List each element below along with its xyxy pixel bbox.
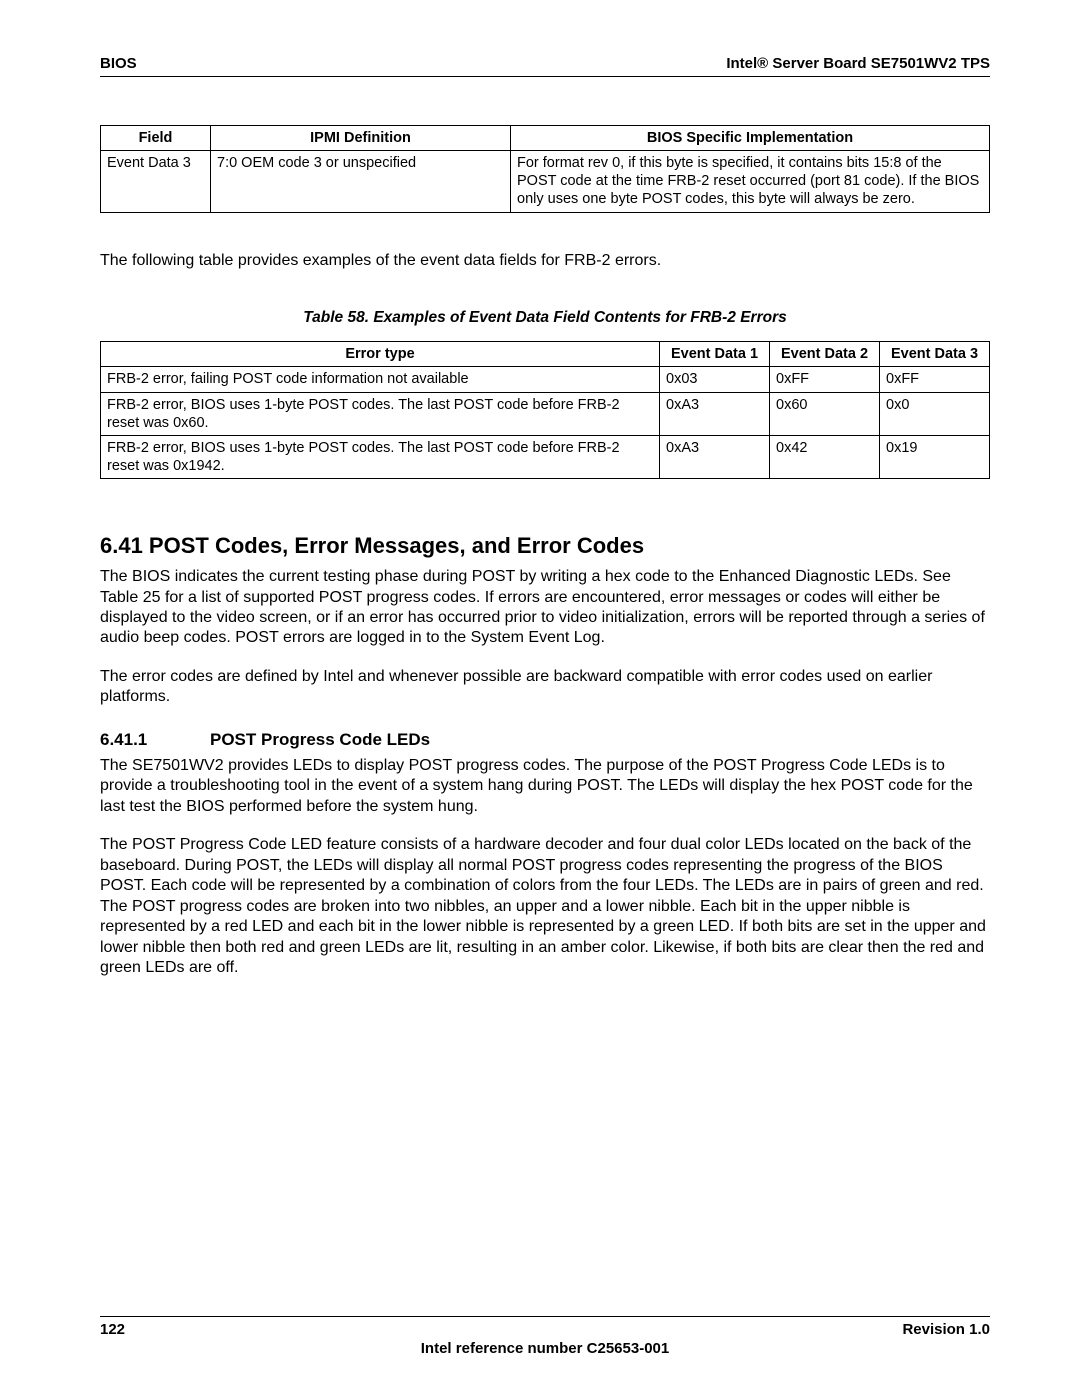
cell-errortype: FRB-2 error, BIOS uses 1-byte POST codes… <box>101 435 660 478</box>
cell-errortype: FRB-2 error, BIOS uses 1-byte POST codes… <box>101 392 660 435</box>
section-6-41-1-title: 6.41.1POST Progress Code LEDs <box>100 730 990 750</box>
table-frb2-examples: Error type Event Data 1 Event Data 2 Eve… <box>100 341 990 479</box>
table-row: Error type Event Data 1 Event Data 2 Eve… <box>101 342 990 367</box>
cell-ed2: 0xFF <box>770 367 880 392</box>
cell-ed1: 0x03 <box>660 367 770 392</box>
subsection-number: 6.41.1 <box>100 730 210 750</box>
footer-revision: Revision 1.0 <box>902 1321 990 1338</box>
table-header-ed2: Event Data 2 <box>770 342 880 367</box>
table-header-impl: BIOS Specific Implementation <box>511 126 990 151</box>
table-row: FRB-2 error, failing POST code informati… <box>101 367 990 392</box>
table58-caption: Table 58. Examples of Event Data Field C… <box>100 309 990 327</box>
cell-ed1: 0xA3 <box>660 392 770 435</box>
table-ipmi-definition: Field IPMI Definition BIOS Specific Impl… <box>100 125 990 213</box>
table-row: Event Data 3 7:0 OEM code 3 or unspecifi… <box>101 151 990 212</box>
cell-ipmi: 7:0 OEM code 3 or unspecified <box>211 151 511 212</box>
table-header-ed3: Event Data 3 <box>880 342 990 367</box>
cell-ed1: 0xA3 <box>660 435 770 478</box>
cell-ed3: 0xFF <box>880 367 990 392</box>
section-6-41-para1: The BIOS indicates the current testing p… <box>100 567 990 649</box>
cell-ed3: 0x19 <box>880 435 990 478</box>
section-6-41-1-para2: The POST Progress Code LED feature consi… <box>100 835 990 978</box>
cell-ed2: 0x42 <box>770 435 880 478</box>
header-right: Intel® Server Board SE7501WV2 TPS <box>726 55 990 72</box>
table-header-ed1: Event Data 1 <box>660 342 770 367</box>
section-6-41-title: 6.41 POST Codes, Error Messages, and Err… <box>100 533 990 559</box>
intro-paragraph: The following table provides examples of… <box>100 251 990 272</box>
cell-errortype: FRB-2 error, failing POST code informati… <box>101 367 660 392</box>
cell-ed3: 0x0 <box>880 392 990 435</box>
footer-page-number: 122 <box>100 1321 125 1338</box>
subsection-title-text: POST Progress Code LEDs <box>210 730 430 749</box>
table-row: Field IPMI Definition BIOS Specific Impl… <box>101 126 990 151</box>
page-footer: 122 Revision 1.0 Intel reference number … <box>100 1316 990 1357</box>
cell-field: Event Data 3 <box>101 151 211 212</box>
table-row: FRB-2 error, BIOS uses 1-byte POST codes… <box>101 435 990 478</box>
page-header: BIOS Intel® Server Board SE7501WV2 TPS <box>100 55 990 77</box>
cell-impl: For format rev 0, if this byte is specif… <box>511 151 990 212</box>
footer-reference: Intel reference number C25653-001 <box>100 1340 990 1357</box>
table-header-ipmi: IPMI Definition <box>211 126 511 151</box>
cell-ed2: 0x60 <box>770 392 880 435</box>
table-header-errortype: Error type <box>101 342 660 367</box>
header-left: BIOS <box>100 55 137 72</box>
table-header-field: Field <box>101 126 211 151</box>
table-row: FRB-2 error, BIOS uses 1-byte POST codes… <box>101 392 990 435</box>
section-6-41-para2: The error codes are defined by Intel and… <box>100 667 990 708</box>
section-6-41-1-para1: The SE7501WV2 provides LEDs to display P… <box>100 756 990 817</box>
